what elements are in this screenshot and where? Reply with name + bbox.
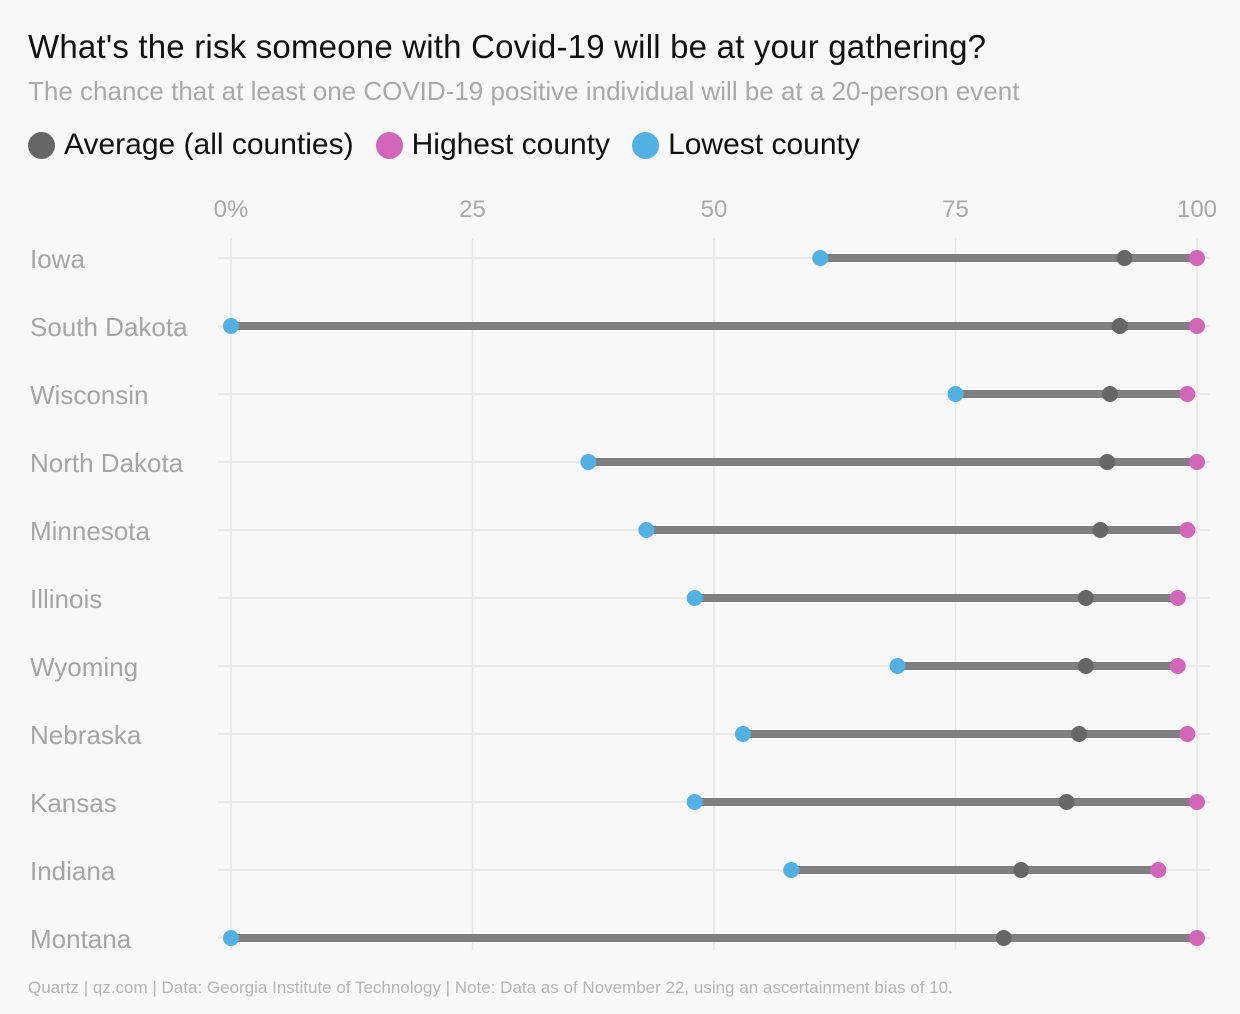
legend-item-average: Average (all counties): [28, 128, 354, 162]
lowest-point: [223, 930, 239, 946]
average-point: [1116, 250, 1133, 266]
chart-footer: Quartz | qz.com | Data: Georgia Institut…: [28, 978, 953, 997]
category-label: North Dakota: [30, 448, 184, 478]
highest-point: [1169, 590, 1186, 606]
highest-point: [1189, 454, 1205, 470]
chart-title: What's the risk someone with Covid-19 wi…: [28, 28, 987, 65]
category-label: Wisconsin: [30, 380, 148, 410]
chart-subtitle: The chance that at least one COVID-19 po…: [28, 76, 1020, 106]
lowest-point: [812, 250, 829, 266]
average-point: [1111, 318, 1128, 334]
highest-point: [1179, 726, 1196, 742]
lowest-point: [783, 862, 800, 878]
highest-point: [1189, 318, 1205, 334]
category-labels: Iowa South Dakota Wisconsin North Dakota Min…: [30, 244, 188, 954]
x-tick-label: 25: [459, 196, 486, 223]
x-tick-labels: 0% 25 50 75 100: [214, 196, 1217, 223]
legend-swatch-lowest: [632, 131, 660, 159]
category-label: Illinois: [30, 584, 102, 614]
data-points: [223, 250, 1205, 946]
highest-point: [1189, 250, 1205, 266]
legend: Average (all counties) Highest county Lo…: [28, 128, 882, 162]
average-point: [1071, 726, 1088, 742]
category-label: Minnesota: [30, 516, 150, 546]
lowest-point: [223, 318, 239, 334]
category-label: Iowa: [30, 244, 85, 274]
highest-point: [1189, 930, 1205, 946]
lowest-point: [638, 522, 655, 538]
lowest-point: [686, 590, 703, 606]
highest-point: [1179, 386, 1196, 402]
average-point: [1092, 522, 1109, 538]
legend-label-lowest: Lowest county: [668, 128, 860, 161]
legend-swatch-highest: [375, 131, 403, 159]
x-tick-label: 0%: [214, 196, 249, 223]
highest-point: [1150, 862, 1167, 878]
x-tick-label: 75: [942, 196, 969, 223]
legend-label-highest: Highest county: [411, 128, 611, 161]
average-point: [1013, 862, 1030, 878]
legend-swatch-average: [28, 131, 55, 159]
average-point: [1077, 658, 1094, 674]
highest-point: [1189, 794, 1205, 810]
highest-point: [1179, 522, 1196, 538]
category-label: Indiana: [30, 856, 116, 886]
lowest-point: [686, 794, 703, 810]
average-point: [1077, 590, 1094, 606]
legend-item-lowest: Lowest county: [632, 128, 860, 162]
x-tick-label: 100: [1177, 196, 1217, 223]
average-point: [1058, 794, 1075, 810]
category-label: South Dakota: [30, 312, 188, 342]
legend-label-average: Average (all counties): [64, 128, 354, 161]
lowest-point: [889, 658, 906, 674]
average-point: [1102, 386, 1119, 402]
category-label: Kansas: [30, 788, 117, 818]
category-label: Montana: [30, 924, 132, 954]
category-label: Nebraska: [30, 720, 142, 750]
legend-item-highest: Highest county: [375, 128, 611, 162]
x-tick-label: 50: [701, 196, 728, 223]
category-label: Wyoming: [30, 652, 138, 682]
lowest-point: [580, 454, 597, 470]
average-point: [1099, 454, 1116, 470]
lowest-point: [734, 726, 751, 742]
average-point: [995, 930, 1012, 946]
lowest-point: [947, 386, 964, 402]
highest-point: [1169, 658, 1186, 674]
